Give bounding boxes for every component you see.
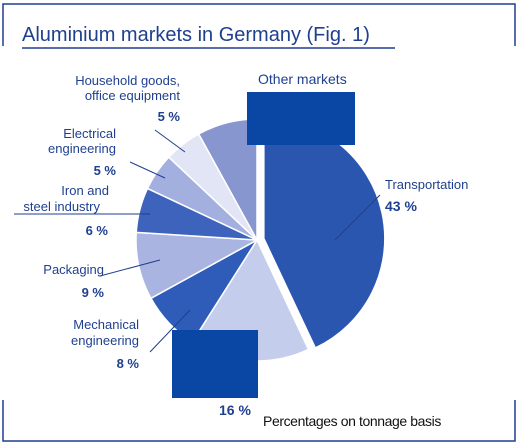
chart-note: Percentages on tonnage basis bbox=[263, 413, 441, 429]
label-packaging: Packaging bbox=[43, 262, 104, 277]
leader-lines bbox=[14, 129, 381, 353]
other-markets-box bbox=[247, 92, 355, 145]
frame-border bbox=[2, 3, 516, 442]
pct-sixteen: 16 % bbox=[219, 402, 251, 418]
pct-packaging: 9 % bbox=[82, 285, 105, 300]
label-mechanical-2: engineering bbox=[71, 333, 139, 348]
pct-iron: 6 % bbox=[86, 223, 109, 238]
sixteen-percent-box bbox=[172, 330, 258, 398]
label-iron-1: Iron and bbox=[61, 183, 109, 198]
chart-title: Aluminium markets in Germany (Fig. 1) bbox=[22, 24, 370, 46]
label-other-markets: Other markets bbox=[258, 71, 347, 87]
label-transportation: Transportation bbox=[385, 177, 468, 192]
label-mechanical-1: Mechanical bbox=[73, 317, 139, 332]
label-household-1: Household goods, bbox=[75, 73, 180, 88]
pct-mechanical: 8 % bbox=[117, 356, 140, 371]
label-electrical-2: engineering bbox=[48, 141, 116, 156]
pct-electrical: 5 % bbox=[94, 163, 117, 178]
pie-chart bbox=[135, 116, 386, 362]
pct-transportation: 43 % bbox=[385, 198, 417, 214]
label-electrical-1: Electrical bbox=[63, 126, 116, 141]
label-iron-2: steel industry bbox=[23, 199, 100, 214]
pct-household: 5 % bbox=[158, 109, 181, 124]
label-household-2: office equipment bbox=[85, 88, 181, 103]
